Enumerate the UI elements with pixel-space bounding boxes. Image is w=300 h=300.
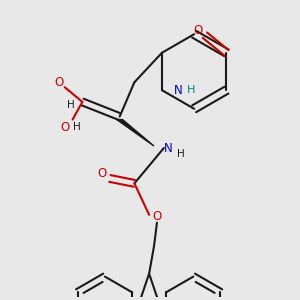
- Text: H: H: [67, 100, 74, 110]
- Text: O: O: [194, 24, 202, 37]
- Text: O: O: [60, 121, 69, 134]
- Text: O: O: [98, 167, 106, 180]
- Text: N: N: [164, 142, 172, 154]
- Text: H: H: [177, 149, 184, 159]
- Text: O: O: [152, 210, 162, 223]
- Text: H: H: [73, 122, 80, 132]
- Text: H: H: [186, 85, 195, 95]
- Polygon shape: [117, 120, 154, 146]
- Text: N: N: [174, 84, 182, 97]
- Text: O: O: [54, 76, 63, 89]
